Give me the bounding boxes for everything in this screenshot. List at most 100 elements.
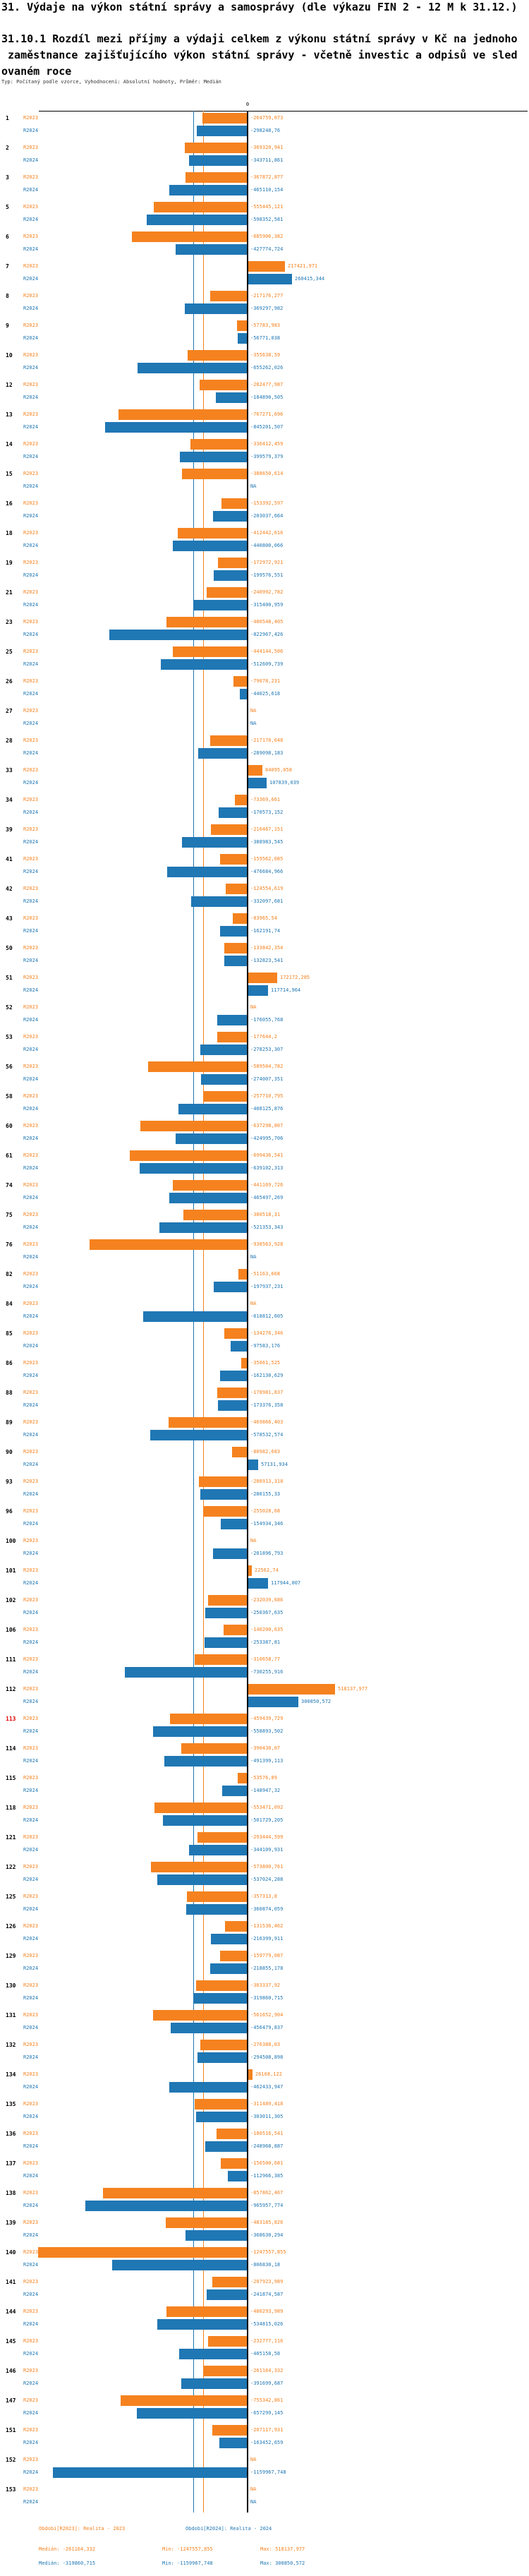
bar-r2023[interactable] <box>237 320 247 331</box>
bar-r2023[interactable] <box>217 2129 247 2139</box>
bar-r2024[interactable] <box>205 1637 247 1648</box>
bar-r2023[interactable] <box>217 1388 247 1398</box>
bar-r2023[interactable] <box>195 2099 247 2109</box>
bar-r2023[interactable] <box>200 2040 247 2050</box>
bar-r2023[interactable] <box>183 1210 247 1220</box>
bar-r2023[interactable] <box>118 409 247 420</box>
bar-r2023[interactable] <box>166 617 247 627</box>
bar-r2023[interactable] <box>132 231 247 242</box>
bar-r2023[interactable] <box>225 1921 247 1932</box>
bar-r2024[interactable] <box>185 303 247 314</box>
bar-r2023[interactable] <box>233 913 247 924</box>
bar-r2024[interactable] <box>198 748 247 759</box>
bar-r2024[interactable] <box>248 778 267 788</box>
bar-r2024[interactable] <box>176 1133 247 1144</box>
bar-r2023[interactable] <box>210 735 247 746</box>
bar-r2024[interactable] <box>197 2052 247 2063</box>
bar-r2024[interactable] <box>125 1667 247 1678</box>
bar-r2023[interactable] <box>204 1506 247 1517</box>
bar-r2023[interactable] <box>148 1061 247 1072</box>
bar-r2023[interactable] <box>166 2217 247 2228</box>
bar-r2024[interactable] <box>210 1963 247 1974</box>
bar-r2023[interactable] <box>188 350 247 361</box>
bar-r2023[interactable] <box>224 943 247 953</box>
bar-r2024[interactable] <box>178 1104 247 1114</box>
bar-r2023[interactable] <box>173 1180 247 1191</box>
bar-r2024[interactable] <box>169 1193 247 1203</box>
bar-r2023[interactable] <box>224 1625 247 1635</box>
bar-r2024[interactable] <box>186 2230 247 2241</box>
bar-r2024[interactable] <box>153 1726 247 1737</box>
bar-r2023[interactable] <box>212 2425 247 2436</box>
bar-r2023[interactable] <box>202 113 247 124</box>
bar-r2024[interactable] <box>159 1222 247 1233</box>
bar-r2023[interactable] <box>241 1358 247 1368</box>
bar-r2024[interactable] <box>189 155 247 166</box>
bar-r2024[interactable] <box>200 1489 247 1500</box>
bar-r2024[interactable] <box>214 1282 247 1292</box>
bar-r2023[interactable] <box>232 1447 247 1457</box>
bar-r2024[interactable] <box>140 1163 247 1174</box>
bar-r2024[interactable] <box>197 126 247 136</box>
bar-r2024[interactable] <box>182 837 247 848</box>
bar-r2024[interactable] <box>248 1697 298 1707</box>
bar-r2023[interactable] <box>153 2010 247 2021</box>
bar-r2024[interactable] <box>137 2408 247 2419</box>
bar-r2024[interactable] <box>211 1934 247 1944</box>
bar-r2023[interactable] <box>173 646 247 657</box>
bar-r2023[interactable] <box>154 202 247 212</box>
bar-r2023[interactable] <box>248 1684 335 1695</box>
bar-r2023[interactable] <box>203 2366 247 2376</box>
bar-r2023[interactable] <box>220 854 247 865</box>
bar-r2023[interactable] <box>199 1476 247 1487</box>
bar-r2023[interactable] <box>178 528 247 538</box>
bar-r2023[interactable] <box>186 172 247 183</box>
bar-r2024[interactable] <box>248 985 268 996</box>
bar-r2024[interactable] <box>194 600 247 610</box>
bar-r2024[interactable] <box>167 867 247 877</box>
bar-r2023[interactable] <box>196 1980 247 1991</box>
bar-r2023[interactable] <box>130 1150 247 1161</box>
bar-r2023[interactable] <box>185 143 247 153</box>
bar-r2023[interactable] <box>248 973 277 983</box>
bar-r2024[interactable] <box>150 1430 247 1440</box>
bar-r2024[interactable] <box>157 1874 247 1885</box>
bar-r2024[interactable] <box>220 1371 247 1381</box>
bar-r2024[interactable] <box>218 1400 247 1411</box>
bar-r2024[interactable] <box>213 1548 247 1559</box>
bar-r2024[interactable] <box>200 1045 247 1055</box>
bar-r2024[interactable] <box>201 1074 247 1085</box>
bar-r2024[interactable] <box>222 1786 247 1796</box>
bar-r2024[interactable] <box>221 1519 247 1529</box>
bar-r2024[interactable] <box>191 896 247 907</box>
bar-r2023[interactable] <box>204 1091 247 1102</box>
bar-r2023[interactable] <box>233 676 247 687</box>
bar-r2024[interactable] <box>169 2082 247 2093</box>
bar-r2023[interactable] <box>210 291 247 301</box>
bar-r2023[interactable] <box>248 2069 253 2080</box>
bar-r2023[interactable] <box>151 1862 247 1872</box>
bar-r2023[interactable] <box>248 765 262 776</box>
bar-r2023[interactable] <box>181 1743 247 1754</box>
bar-r2024[interactable] <box>85 2201 247 2211</box>
bar-r2024[interactable] <box>173 541 247 551</box>
bar-r2024[interactable] <box>193 1993 247 2004</box>
bar-r2024[interactable] <box>105 422 247 433</box>
bar-r2023[interactable] <box>140 1121 247 1131</box>
bar-r2023[interactable] <box>224 1328 247 1339</box>
bar-r2023[interactable] <box>217 1032 247 1042</box>
bar-r2024[interactable] <box>138 363 247 373</box>
bar-r2023[interactable] <box>166 2306 247 2317</box>
bar-r2024[interactable] <box>248 1578 268 1589</box>
bar-r2023[interactable] <box>238 1773 247 1783</box>
bar-r2024[interactable] <box>179 2349 247 2359</box>
bar-r2024[interactable] <box>205 2141 247 2152</box>
bar-r2024[interactable] <box>228 2171 247 2181</box>
bar-r2023[interactable] <box>211 824 247 835</box>
bar-r2024[interactable] <box>186 1904 247 1915</box>
bar-r2024[interactable] <box>238 333 247 344</box>
bar-r2024[interactable] <box>219 807 247 818</box>
bar-r2024[interactable] <box>213 511 247 522</box>
bar-r2023[interactable] <box>38 2247 247 2258</box>
bar-r2024[interactable] <box>157 2319 247 2330</box>
